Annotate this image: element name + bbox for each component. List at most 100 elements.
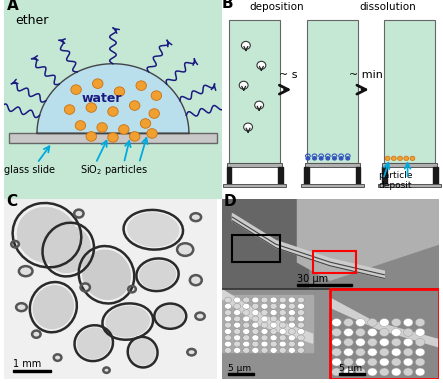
Circle shape (380, 338, 389, 346)
Circle shape (344, 338, 353, 346)
Polygon shape (222, 289, 313, 343)
Circle shape (368, 328, 377, 336)
Circle shape (404, 348, 413, 356)
Circle shape (279, 303, 286, 309)
Text: C: C (7, 194, 18, 210)
Circle shape (397, 156, 402, 160)
Circle shape (298, 322, 304, 328)
Circle shape (149, 109, 159, 118)
Bar (355, 167, 361, 184)
Bar (384, 20, 435, 163)
Circle shape (225, 316, 232, 322)
Ellipse shape (82, 249, 131, 300)
Bar (222, 199, 439, 289)
Text: 5 μm: 5 μm (228, 364, 251, 373)
Circle shape (332, 358, 341, 366)
Circle shape (288, 347, 295, 353)
Circle shape (261, 329, 268, 334)
Bar (226, 167, 231, 184)
Text: A: A (7, 0, 18, 13)
Polygon shape (298, 199, 439, 280)
Circle shape (252, 310, 259, 316)
Ellipse shape (41, 233, 74, 250)
Ellipse shape (46, 226, 91, 273)
Circle shape (416, 358, 425, 366)
Text: ether: ether (15, 14, 49, 27)
Circle shape (225, 322, 232, 328)
Ellipse shape (129, 339, 156, 366)
Bar (222, 199, 439, 289)
Circle shape (332, 338, 341, 346)
Circle shape (270, 297, 277, 303)
Circle shape (416, 368, 425, 376)
Circle shape (380, 358, 389, 366)
Text: ~ min: ~ min (349, 70, 382, 80)
Circle shape (279, 341, 286, 347)
Circle shape (252, 335, 259, 340)
Circle shape (356, 319, 365, 326)
Circle shape (279, 310, 286, 316)
Circle shape (404, 338, 413, 346)
Circle shape (261, 297, 268, 303)
Circle shape (270, 310, 277, 316)
Circle shape (404, 156, 408, 160)
Circle shape (288, 322, 295, 328)
Circle shape (255, 101, 264, 109)
Circle shape (368, 368, 377, 376)
Bar (307, 20, 358, 163)
Circle shape (279, 297, 286, 303)
Circle shape (288, 341, 295, 347)
Bar (278, 167, 283, 184)
Circle shape (380, 368, 389, 376)
Circle shape (332, 348, 341, 356)
Circle shape (368, 338, 377, 346)
Text: D: D (224, 194, 236, 210)
Circle shape (233, 310, 241, 316)
Circle shape (270, 335, 277, 340)
Circle shape (298, 347, 304, 353)
Ellipse shape (12, 241, 19, 247)
Circle shape (252, 347, 259, 353)
Circle shape (225, 335, 232, 340)
Circle shape (313, 157, 316, 160)
Circle shape (380, 328, 389, 336)
Ellipse shape (139, 260, 176, 289)
Text: ~ s: ~ s (279, 70, 297, 80)
Circle shape (252, 341, 259, 347)
Bar (222, 199, 439, 289)
Polygon shape (232, 214, 384, 278)
Circle shape (86, 103, 97, 112)
Bar (378, 184, 441, 187)
Circle shape (261, 310, 268, 316)
Ellipse shape (105, 306, 150, 337)
Bar (313, 251, 356, 273)
Ellipse shape (33, 285, 74, 329)
Text: SiO$_2$ particles: SiO$_2$ particles (81, 163, 148, 177)
Ellipse shape (188, 349, 195, 355)
Text: water: water (82, 92, 122, 105)
Circle shape (279, 335, 286, 340)
Circle shape (416, 319, 425, 326)
Ellipse shape (128, 286, 136, 292)
Circle shape (270, 347, 277, 353)
Ellipse shape (19, 267, 32, 276)
Circle shape (410, 156, 415, 160)
Bar (300, 184, 364, 187)
Circle shape (233, 322, 241, 328)
Circle shape (86, 132, 97, 141)
Circle shape (326, 157, 330, 160)
Circle shape (344, 348, 353, 356)
Bar (298, 284, 352, 286)
Circle shape (114, 87, 124, 97)
Circle shape (257, 61, 266, 69)
Circle shape (119, 125, 129, 134)
Text: particle
deposit: particle deposit (378, 171, 412, 190)
Circle shape (279, 347, 286, 353)
Circle shape (279, 316, 286, 322)
Circle shape (298, 341, 304, 347)
Circle shape (344, 319, 353, 326)
Circle shape (392, 358, 401, 366)
Circle shape (252, 316, 259, 322)
Text: glass slide: glass slide (4, 165, 55, 175)
Ellipse shape (75, 210, 83, 217)
